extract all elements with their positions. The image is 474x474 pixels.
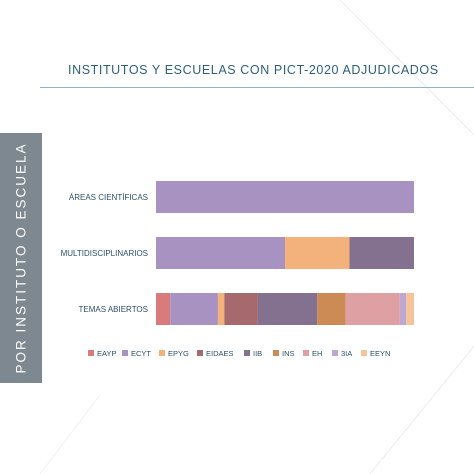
bar-segment-multidisciplinarios-iib bbox=[349, 237, 414, 269]
title-divider bbox=[40, 87, 474, 88]
legend-label-ins: INS bbox=[282, 349, 295, 358]
bar-segment-temas-abiertos-3ia bbox=[399, 293, 407, 325]
bar-segment-temas-abiertos-iib bbox=[257, 293, 318, 325]
legend-swatch-eh bbox=[303, 350, 309, 356]
legend-swatch-3ia bbox=[332, 350, 338, 356]
legend-swatch-ins bbox=[273, 350, 279, 356]
legend-swatch-eeyn bbox=[361, 350, 367, 356]
bar-segment-multidisciplinarios-ecyt bbox=[156, 237, 285, 269]
legend-label-eayp: EAYP bbox=[97, 349, 116, 358]
category-label-multidisciplinarios: MULTIDISCIPLINARIOS bbox=[61, 249, 148, 258]
legend-swatch-ecyt bbox=[122, 350, 128, 356]
legend-label-3ia: 3IA bbox=[341, 349, 352, 358]
page-title: INSTITUTOS Y ESCUELAS CON PICT-2020 ADJU… bbox=[68, 63, 439, 77]
category-label-areas-cientificas: ÁREAS CIENTÍFICAS bbox=[69, 193, 148, 202]
legend-label-epyg: EPYG bbox=[168, 349, 189, 358]
bar-segment-temas-abiertos-eayp bbox=[156, 293, 171, 325]
legend-swatch-epyg bbox=[159, 350, 165, 356]
legend-swatch-eayp bbox=[88, 350, 94, 356]
sidebar-band bbox=[0, 133, 42, 383]
bar-segment-temas-abiertos-epyg bbox=[217, 293, 225, 325]
legend-label-eh: EH bbox=[312, 349, 322, 358]
legend-label-eeyn: EEYN bbox=[370, 349, 390, 358]
bar-segment-temas-abiertos-ins bbox=[317, 293, 346, 325]
bar-segment-multidisciplinarios-epyg bbox=[285, 237, 350, 269]
bar-segment-temas-abiertos-eeyn bbox=[406, 293, 414, 325]
bar-segment-areas-cientificas-ecyt bbox=[156, 181, 414, 213]
bar-segment-temas-abiertos-eh bbox=[345, 293, 400, 325]
legend-label-ecyt: ECYT bbox=[131, 349, 151, 358]
bar-segment-temas-abiertos-ecyt bbox=[170, 293, 218, 325]
legend-label-iib: IIB bbox=[253, 349, 262, 358]
legend-swatch-iib bbox=[244, 350, 250, 356]
bar-segment-temas-abiertos-eidaes bbox=[224, 293, 258, 325]
legend-swatch-eidaes bbox=[197, 350, 203, 356]
legend-label-eidaes: EIDAES bbox=[206, 349, 234, 358]
category-label-temas-abiertos: TEMAS ABIERTOS bbox=[78, 305, 148, 314]
